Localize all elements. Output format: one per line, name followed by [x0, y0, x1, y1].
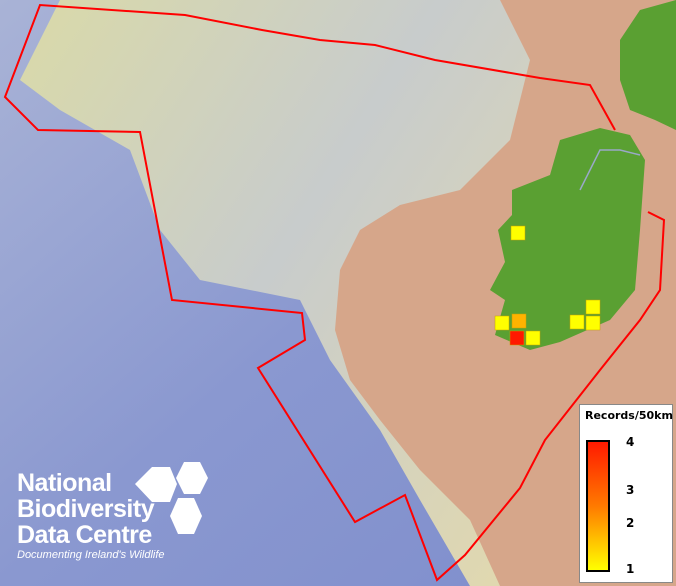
record-cell[interactable]	[511, 313, 527, 329]
record-cells	[494, 225, 601, 346]
logo-hexagon-icon	[135, 462, 208, 534]
ni-border	[579, 149, 641, 191]
record-cell[interactable]	[585, 315, 601, 331]
record-cell[interactable]	[569, 314, 585, 330]
record-cell[interactable]	[509, 330, 525, 346]
legend-tick: 3	[626, 483, 635, 497]
logo-line: Data Centre	[17, 521, 152, 549]
ireland-land	[490, 128, 645, 350]
legend-tick: 4	[626, 435, 635, 449]
legend: Records/50km 4 3 2 1	[579, 404, 673, 583]
logo-line: Biodiversity	[17, 495, 155, 523]
legend-tick: 1	[626, 562, 635, 576]
logo-tagline: Documenting Ireland's Wildlife	[17, 549, 165, 561]
nbdc-logo: National Biodiversity Data Centre Docume…	[17, 470, 165, 561]
record-cell[interactable]	[585, 299, 601, 315]
legend-color-ramp	[586, 440, 610, 572]
scotland-land	[620, 0, 676, 130]
eez-boundary	[3, 3, 666, 582]
record-cell[interactable]	[510, 225, 526, 241]
legend-title: Records/50km	[585, 409, 673, 422]
logo-line: National	[17, 469, 112, 497]
legend-tick: 2	[626, 516, 635, 530]
record-cell[interactable]	[525, 330, 541, 346]
record-cell[interactable]	[494, 315, 510, 331]
